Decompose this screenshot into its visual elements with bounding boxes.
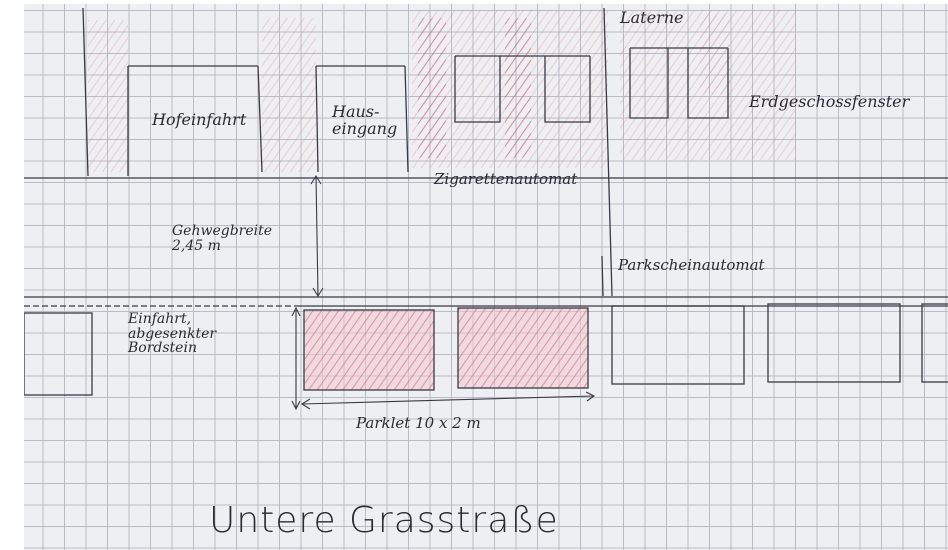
street-plan-drawing [24, 7, 948, 411]
parking-spaces [24, 303, 948, 396]
label-parkscheinautomat: Parkscheinautomat [618, 256, 765, 274]
label-laterne: Laterne [620, 8, 684, 27]
label-hofeinfahrt: Hofeinfahrt [152, 110, 247, 129]
graph-paper-sheet: Laterne Hofeinfahrt Haus- eingang Erdges… [24, 4, 948, 550]
label-zigarettenautomat: Zigarettenautomat [434, 170, 578, 188]
label-erdgeschossfenster: Erdgeschossfenster [749, 92, 910, 111]
label-hauseingang: Haus- eingang [332, 102, 398, 138]
parklet-blocks [303, 307, 589, 391]
label-parklet: Parklet 10 x 2 m [356, 414, 481, 432]
label-einfahrt: Einfahrt, abgesenkter Bordstein [128, 311, 217, 357]
facade-lines [24, 7, 948, 298]
label-gehwegbreite: Gehwegbreite 2,45 m [172, 223, 273, 254]
building-facade-shading [88, 10, 796, 172]
street-title: Untere Grasstraße [209, 500, 559, 541]
parklet-dimension-arrows [291, 306, 596, 411]
sidewalk-width-arrow [310, 174, 324, 298]
